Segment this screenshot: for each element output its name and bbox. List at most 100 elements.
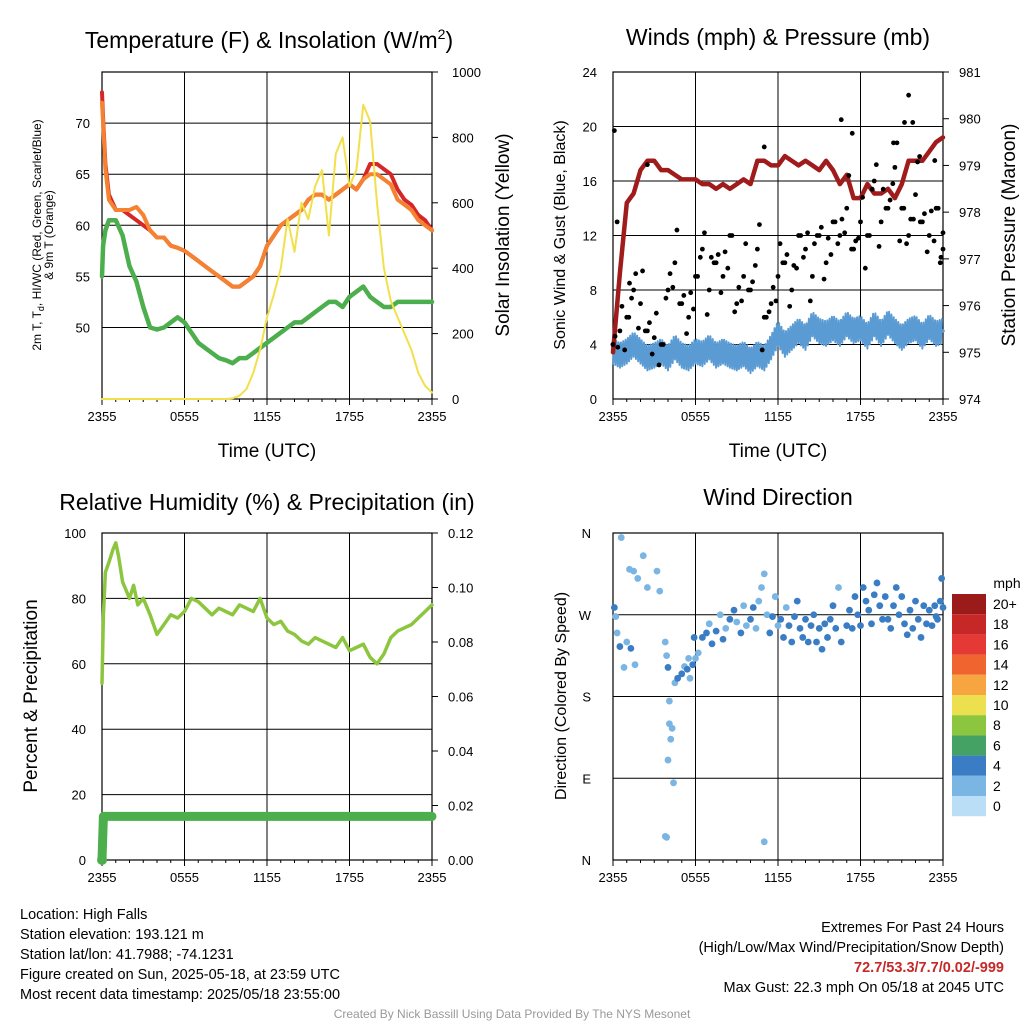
colorbar-swatch [952, 755, 986, 776]
y-tick-label: N [582, 853, 591, 868]
gust-point [910, 120, 916, 125]
x-tick-label: 2355 [599, 409, 628, 424]
direction-point [920, 602, 928, 610]
colorbar-swatch [952, 634, 986, 655]
direction-point [829, 602, 837, 610]
extremes-values: 72.7/53.3/7.7/0.02/-999 [854, 960, 1004, 976]
y-tick-label: 100 [64, 526, 86, 541]
direction-point [763, 611, 771, 619]
chart-title: Wind Direction [703, 484, 853, 510]
colorbar-swatch [952, 674, 986, 695]
direction-point [892, 584, 900, 591]
gust-point [636, 325, 641, 331]
gust-point [801, 254, 806, 260]
gust-point [876, 244, 882, 249]
y2-tick-label: 200 [452, 327, 474, 342]
direction-point [810, 611, 818, 619]
gust-point [835, 241, 841, 247]
gust-point [818, 224, 824, 230]
direction-point [705, 620, 713, 628]
gust-point [922, 211, 927, 217]
gust-point [631, 287, 637, 293]
x-tick-label: 2355 [929, 409, 958, 424]
direction-point [752, 624, 760, 632]
direction-point [760, 838, 768, 846]
gust-point [741, 273, 747, 279]
gust-point [739, 298, 744, 304]
direction-point [846, 606, 853, 614]
direction-point [804, 638, 812, 646]
direction-point [719, 635, 727, 643]
title-close: ) [445, 27, 453, 53]
y-axis-label: 2m T, Td, HI/WC (Red, Green, Scarlet/Blu… [30, 119, 46, 350]
gust-point [649, 351, 655, 357]
gust-point [867, 233, 872, 238]
y2-tick-label: 1000 [452, 65, 481, 80]
y2-tick-label: 975 [959, 345, 981, 360]
direction-point [689, 661, 697, 669]
y2-axis-label: Solar Insolation (Yellow) [493, 133, 514, 336]
direction-point [613, 629, 621, 637]
gust-point [759, 347, 765, 353]
gust-point [913, 192, 918, 198]
gust-point [902, 120, 907, 125]
direction-point [631, 661, 639, 669]
direction-point [674, 674, 682, 682]
direction-point [837, 638, 845, 646]
station-latlon: Station lat/lon: 41.7988; -74.1231 [20, 947, 234, 963]
gust-point [809, 273, 815, 279]
colorbar-swatch [952, 775, 986, 796]
direction-point [843, 622, 851, 630]
direction-point [868, 620, 875, 628]
y-tick-label: S [582, 690, 591, 705]
direction-point [760, 570, 768, 578]
colorbar-label: 4 [993, 758, 1001, 774]
gust-point [627, 280, 632, 286]
direction-point [780, 634, 787, 641]
direction-point [887, 624, 895, 632]
colorbar-label: 2 [993, 778, 1001, 794]
direction-point [799, 634, 807, 641]
direction-point [824, 634, 831, 641]
direction-point [873, 579, 881, 587]
direction-point [639, 552, 647, 560]
gust-point [915, 159, 920, 165]
gust-point [787, 303, 793, 309]
y-tick-label: 0 [79, 853, 86, 868]
precip-line [97, 811, 437, 865]
direction-point [931, 602, 939, 610]
gust-point [644, 328, 650, 334]
direction-point [670, 779, 677, 787]
gust-point [858, 219, 863, 225]
y2-tick-label: 981 [959, 65, 981, 80]
direction-point [788, 638, 796, 646]
direction-point [730, 606, 738, 614]
extremes-subtitle: (High/Low/Max Wind/Precipitation/Snow De… [698, 940, 1004, 956]
direction-point [664, 756, 672, 764]
direction-point [758, 584, 765, 591]
direction-point [694, 649, 702, 657]
gust-point [704, 312, 710, 317]
y2-tick-label: 0.06 [448, 690, 473, 705]
direction-point [726, 615, 734, 623]
gust-point [706, 287, 712, 293]
pressure-line [610, 135, 946, 355]
gust-point [935, 205, 941, 211]
y-tick-label: 24 [583, 65, 597, 80]
gust-point [734, 301, 740, 307]
gust-point [901, 205, 907, 211]
gust-point [653, 310, 659, 316]
x-tick-label: 2355 [929, 870, 958, 885]
direction-point [851, 593, 859, 600]
gust-point [812, 241, 817, 247]
gust-point [844, 205, 850, 211]
station-elevation: Station elevation: 193.121 m [20, 927, 204, 943]
gust-point [911, 216, 916, 222]
direction-point [683, 665, 691, 673]
direction-point [766, 629, 774, 637]
figure-created: Figure created on Sun, 2025-05-18, at 23… [20, 967, 340, 983]
direction-point [901, 620, 908, 628]
x-tick-label: 0555 [681, 870, 710, 885]
y-tick-label: W [579, 608, 592, 623]
y2-tick-label: 978 [959, 205, 981, 220]
